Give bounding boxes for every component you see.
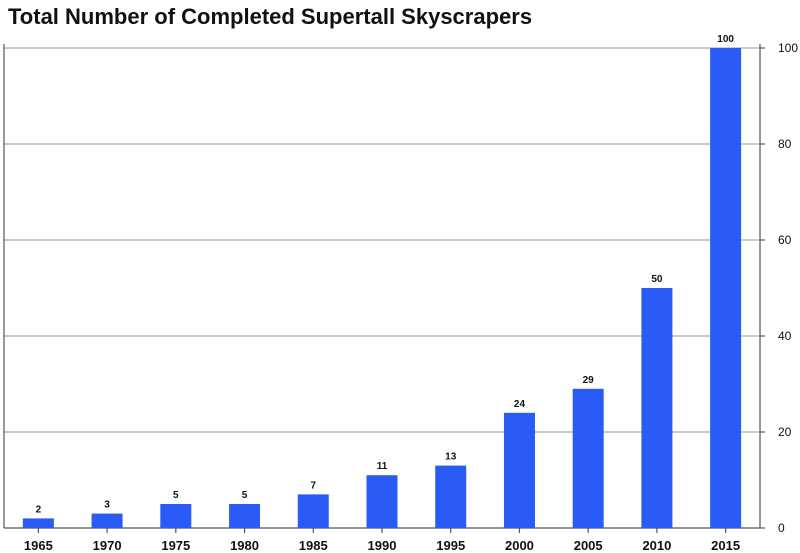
data-label: 13 bbox=[445, 452, 457, 463]
y-tick-label: 100 bbox=[778, 41, 798, 55]
x-tick-label: 2005 bbox=[574, 538, 603, 553]
bar bbox=[572, 388, 604, 528]
bar bbox=[641, 288, 673, 528]
y-tick-label: 20 bbox=[778, 425, 792, 439]
x-tick-label: 1985 bbox=[299, 538, 328, 553]
data-label: 29 bbox=[583, 375, 595, 386]
chart-title: Total Number of Completed Supertall Skys… bbox=[8, 4, 532, 29]
data-label: 2 bbox=[36, 504, 42, 515]
y-tick-label: 80 bbox=[778, 137, 792, 151]
bar bbox=[710, 48, 742, 528]
bar bbox=[22, 518, 54, 528]
x-axis-ticks: 1965 1970 1975 1980 1985 1990 1995 2000 2005 2010… bbox=[24, 528, 740, 553]
x-tick-label: 1980 bbox=[230, 538, 259, 553]
bar bbox=[435, 465, 467, 528]
gridlines bbox=[4, 47, 760, 433]
x-tick-label: 1990 bbox=[368, 538, 397, 553]
data-label: 3 bbox=[104, 500, 110, 511]
data-label: 50 bbox=[651, 274, 663, 285]
data-label: 5 bbox=[242, 490, 248, 501]
data-label: 24 bbox=[514, 399, 526, 410]
bar bbox=[503, 412, 535, 528]
data-label: 5 bbox=[173, 490, 179, 501]
x-tick-label: 1975 bbox=[161, 538, 190, 553]
x-tick-label: 2015 bbox=[711, 538, 740, 553]
x-tick-label: 2010 bbox=[642, 538, 671, 553]
y-axis-ticks: 0 20 40 60 80 100 bbox=[760, 41, 798, 535]
bar bbox=[297, 494, 329, 528]
x-tick-label: 1995 bbox=[436, 538, 465, 553]
bar bbox=[91, 513, 123, 528]
bars bbox=[22, 48, 742, 528]
y-tick-label: 0 bbox=[778, 521, 785, 535]
data-label: 11 bbox=[377, 461, 388, 472]
y-tick-label: 40 bbox=[778, 329, 792, 343]
x-tick-label: 1970 bbox=[93, 538, 122, 553]
bar bbox=[229, 504, 261, 528]
x-tick-label: 2000 bbox=[505, 538, 534, 553]
data-label: 100 bbox=[717, 34, 734, 45]
data-label: 7 bbox=[310, 480, 316, 491]
bar bbox=[366, 475, 398, 528]
data-labels: 2 3 5 5 7 11 13 24 29 50 100 bbox=[36, 34, 735, 515]
bar bbox=[160, 504, 192, 528]
x-tick-label: 1965 bbox=[24, 538, 53, 553]
y-tick-label: 60 bbox=[778, 233, 792, 247]
